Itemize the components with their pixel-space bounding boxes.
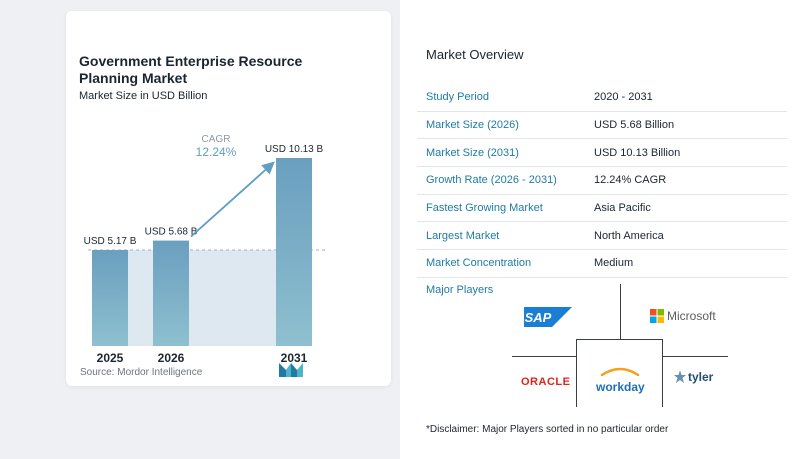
cagr-arrow [190, 161, 275, 238]
tyler-logo-text: tyler [688, 370, 714, 384]
value-label-2025: USD 5.17 B [84, 236, 137, 247]
workday-arc-icon [600, 367, 640, 377]
category-label-2031: 2031 [281, 351, 308, 365]
cagr-label: CAGR [202, 134, 231, 145]
row-value: Medium [594, 249, 787, 278]
table-row: Market Concentration Medium [417, 249, 787, 278]
projection-band [92, 250, 312, 346]
table-row: Fastest Growing Market Asia Pacific [417, 194, 787, 223]
source-note: Source: Mordor Intelligence [80, 367, 203, 378]
row-value: North America [594, 221, 787, 251]
row-label: Study Period [417, 84, 594, 112]
sap-logo-icon: SAP [524, 307, 572, 327]
microsoft-windows-icon [650, 309, 664, 323]
row-value: 2020 - 2031 [594, 84, 787, 112]
table-row: Market Size (2031) USD 10.13 Billion [417, 138, 787, 168]
overview-title: Market Overview [426, 47, 524, 62]
value-label-2031: USD 10.13 B [265, 144, 324, 155]
workday-logo-text: workday [596, 380, 645, 394]
row-label: Market Size (2031) [417, 138, 594, 168]
major-players-title: Major Players [426, 284, 494, 296]
bar-chart: USD 5.17 B 2025 USD 5.68 B 2026 USD 10.13 B 2… [84, 134, 328, 365]
table-row: Market Size (2026) USD 5.68 Billion [417, 111, 787, 140]
chart-card: Government Enterprise Resource Planning … [66, 11, 391, 386]
workday-logo: workday [596, 363, 645, 394]
category-label-2026: 2026 [158, 351, 185, 365]
microsoft-logo: Microsoft [650, 309, 716, 323]
oracle-logo: ORACLE [521, 376, 571, 388]
row-label: Largest Market [417, 221, 594, 251]
market-overview-panel: Market Overview Study Period 2020 - 2031… [400, 0, 800, 459]
cagr-value: 12.24% [196, 145, 237, 159]
row-value: USD 10.13 Billion [594, 138, 787, 168]
bar-2025 [92, 250, 128, 346]
grid-divider [620, 284, 621, 339]
row-value: 12.24% CAGR [594, 166, 787, 195]
mordor-intelligence-logo-icon [279, 363, 303, 377]
grid-divider [576, 339, 663, 340]
table-row: Study Period 2020 - 2031 [417, 84, 787, 112]
tyler-star-icon [674, 370, 686, 383]
grid-divider [662, 339, 663, 407]
row-value: USD 5.68 Billion [594, 111, 787, 140]
row-label: Market Concentration [417, 249, 594, 278]
overview-table: Study Period 2020 - 2031 Market Size (20… [417, 84, 787, 278]
grid-divider [662, 356, 728, 357]
table-row: Growth Rate (2026 - 2031) 12.24% CAGR [417, 166, 787, 195]
microsoft-logo-text: Microsoft [667, 309, 716, 323]
bar-2031 [276, 158, 312, 346]
grid-divider [576, 339, 577, 407]
sap-logo: SAP [524, 307, 572, 332]
table-row: Largest Market North America [417, 221, 787, 251]
bar-2026 [153, 240, 189, 346]
row-label: Fastest Growing Market [417, 194, 594, 223]
tyler-logo: tyler [674, 370, 713, 384]
category-label-2025: 2025 [97, 351, 124, 365]
row-label: Market Size (2026) [417, 111, 594, 140]
row-value: Asia Pacific [594, 194, 787, 223]
value-label-2026: USD 5.68 B [145, 227, 198, 238]
grid-divider [512, 356, 577, 357]
chart-title: Government Enterprise Resource Planning … [79, 53, 303, 86]
row-label: Growth Rate (2026 - 2031) [417, 166, 594, 195]
sap-logo-text: SAP [525, 310, 552, 325]
disclaimer-note: *Disclaimer: Major Players sorted in no … [426, 424, 669, 435]
chart-subtitle: Market Size in USD Billion [79, 90, 208, 102]
